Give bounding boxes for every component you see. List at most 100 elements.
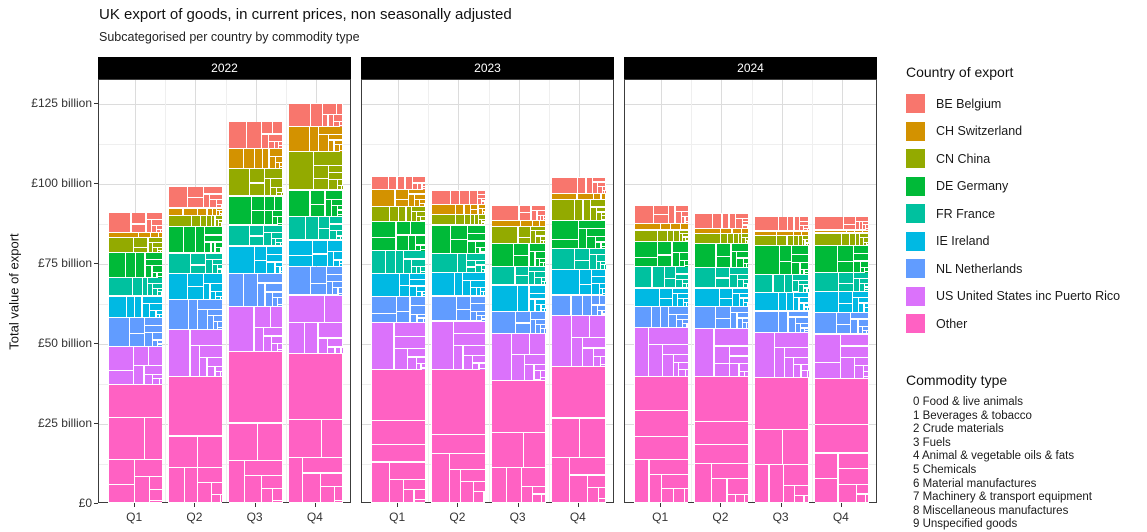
mosaic-cell: [544, 215, 546, 218]
mosaic-cell: [802, 231, 809, 236]
mosaic-cell: [313, 240, 327, 254]
commodity-item: 0 Food & live animals: [913, 396, 1023, 408]
quarter-bar-2022-Q2: [168, 186, 223, 503]
mosaic-cell: [815, 217, 843, 230]
mosaic-cell: [229, 149, 243, 168]
mosaic-cell: [388, 176, 397, 190]
mosaic-cell: [863, 376, 869, 378]
mosaic-cell: [552, 315, 571, 367]
country-segment-ch: [814, 230, 869, 233]
mosaic-cell: [168, 377, 222, 436]
mosaic-cell: [254, 149, 263, 168]
mosaic-cell: [662, 355, 673, 376]
x-tick: [194, 503, 196, 507]
mosaic-cell: [289, 295, 324, 323]
mosaic-cell: [590, 248, 606, 255]
mosaic-cell: [213, 260, 222, 264]
mosaic-cell: [476, 288, 480, 296]
mosaic-cell: [218, 327, 222, 329]
mosaic-cell: [221, 372, 222, 376]
quarter-bar-2023-Q4: [551, 177, 606, 503]
mosaic-cell: [371, 273, 399, 296]
legend-swatch: [906, 94, 925, 114]
mosaic-cell: [279, 162, 283, 166]
mosaic-cell: [247, 122, 261, 148]
x-tick-label: Q2: [449, 510, 466, 524]
mosaic-cell: [431, 321, 453, 370]
mosaic-cell: [654, 215, 669, 223]
mosaic-cell: [795, 324, 800, 332]
mosaic-cell: [592, 305, 597, 315]
mosaic-cell: [684, 299, 688, 303]
mosaic-cell: [371, 421, 425, 444]
mosaic-cell: [264, 225, 283, 232]
mosaic-cell: [794, 297, 799, 311]
mosaic-cell: [217, 264, 222, 269]
mosaic-cell: [450, 453, 485, 469]
mosaic-cell: [214, 315, 222, 321]
mosaic-cell: [269, 149, 283, 157]
mosaic-cell: [851, 319, 858, 334]
mosaic-cell: [205, 260, 213, 274]
gridline-horizontal: [625, 264, 876, 265]
mosaic-cell: [634, 230, 657, 242]
mosaic-cell: [694, 463, 712, 503]
mosaic-cell: [201, 216, 206, 226]
mosaic-cell: [423, 318, 425, 323]
mosaic-cell: [265, 292, 272, 307]
mosaic-cell: [523, 433, 546, 468]
mosaic-cell: [108, 296, 126, 318]
country-segment-nl: [634, 306, 689, 328]
legend-item-label: FR France: [936, 206, 996, 221]
x-tick-label: Q4: [306, 510, 323, 524]
mosaic-cell: [276, 238, 283, 242]
mosaic-cell: [289, 458, 303, 503]
mosaic-cell: [333, 252, 343, 260]
mosaic-cell: [327, 267, 343, 275]
commodity-legend-title: Commodity type: [906, 372, 1008, 388]
mosaic-cell: [786, 292, 794, 311]
mosaic-cell: [160, 315, 162, 318]
mosaic-cell: [337, 236, 340, 240]
mosaic-cell: [594, 348, 606, 356]
mosaic-cell: [712, 463, 748, 479]
mosaic-cell: [727, 479, 748, 494]
mosaic-cell: [410, 286, 417, 296]
mosaic-cell: [590, 315, 606, 337]
mosaic-cell: [662, 475, 688, 488]
country-segment-us: [108, 346, 163, 385]
mosaic-cell: [146, 213, 162, 220]
mosaic-cell: [597, 182, 606, 187]
mosaic-cell: [569, 475, 587, 503]
mosaic-cell: [188, 287, 203, 300]
mosaic-cell: [681, 223, 688, 230]
country-segment-fr: [694, 267, 749, 288]
mosaic-cell: [634, 328, 648, 376]
mosaic-cell: [531, 211, 537, 220]
mosaic-cell: [541, 282, 545, 285]
country-segment-ch: [228, 148, 283, 169]
mosaic-cell: [599, 289, 602, 295]
mosaic-cell: [431, 434, 485, 453]
mosaic-cell: [649, 459, 688, 475]
mosaic-cell: [482, 220, 485, 222]
mosaic-cell: [152, 273, 157, 278]
gridline-horizontal: [99, 144, 350, 145]
mosaic-cell: [541, 305, 546, 308]
mosaic-cell: [417, 318, 423, 323]
country-segment-other: [431, 369, 486, 503]
mosaic-cell: [803, 288, 807, 292]
mosaic-cell: [694, 233, 720, 243]
mosaic-cell: [682, 279, 688, 283]
mosaic-cell: [788, 311, 809, 317]
mosaic-cell: [325, 190, 343, 199]
gridline-horizontal: [625, 304, 876, 305]
mosaic-cell: [267, 246, 283, 255]
mosaic-cell: [419, 204, 424, 206]
mosaic-cell: [860, 268, 864, 272]
mosaic-cell: [552, 418, 579, 457]
mosaic-cell: [139, 233, 150, 238]
country-segment-ie: [754, 292, 809, 311]
country-segment-nl: [228, 273, 283, 307]
mosaic-cell: [521, 220, 533, 226]
